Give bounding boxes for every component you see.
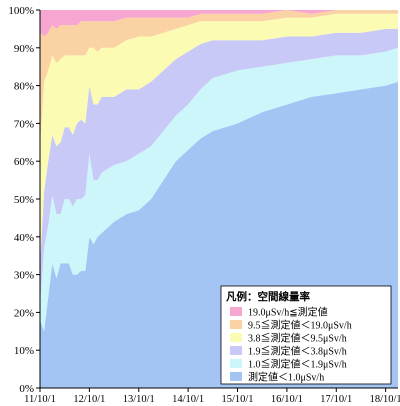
y-tick-label: 70% [14,118,34,130]
y-tick-label: 30% [14,270,34,282]
legend-label: 測定値＜1.0μSv/h [248,371,324,384]
legend-background [220,285,392,385]
area-series-1 [40,47,398,332]
y-tick-label: 20% [14,307,34,319]
x-tick-label: 16/10/1 [271,394,303,405]
legend-label: 9.5≦測定値＜19.0μSv/h [248,319,352,332]
legend-swatch [230,372,242,381]
legend-label: 19.0μSv/h≦測定値 [248,306,328,319]
area-series-2 [40,28,398,305]
x-tick-label: 15/10/1 [221,394,253,405]
area-series-3 [40,13,398,264]
y-axis-ticks: 0% 10% 20% 30% 40% 50% 60% 70% 80% 90% 100% [8,5,40,395]
legend: 凡例：空間線量率 19.0μSv/h≦測定値9.5≦測定値＜19.0μSv/h3… [220,285,392,385]
x-tick-label: 13/10/1 [123,394,155,405]
area-series-5 [40,10,398,37]
x-tick-label: 14/10/1 [172,394,204,405]
y-tick-label: 80% [14,81,34,93]
legend-label: 1.0≦測定値＜1.9μSv/h [248,358,347,371]
legend-items: 19.0μSv/h≦測定値9.5≦測定値＜19.0μSv/h3.8≦測定値＜9.… [230,306,352,384]
y-tick-label: 0% [19,383,34,395]
x-tick-label: 12/10/1 [73,394,105,405]
legend-swatch [230,359,242,368]
x-tick-label: 11/10/1 [24,394,56,405]
x-axis-ticks: 11/10/1 12/10/1 13/10/1 14/10/1 15/10/1 16/10… [24,388,400,405]
legend-label: 3.8≦測定値＜9.5μSv/h [248,332,347,345]
y-tick-label: 50% [14,194,34,206]
y-tick-label: 40% [14,232,34,244]
y-tick-label: 60% [14,156,34,168]
legend-title: 凡例：空間線量率 [226,290,310,303]
x-tick-label: 17/10/1 [320,394,352,405]
legend-swatch [230,333,242,342]
legend-swatch [230,320,242,329]
y-tick-label: 10% [14,345,34,357]
legend-label: 1.9≦測定値＜3.8μSv/h [248,345,347,358]
y-tick-label: 100% [8,5,34,17]
legend-swatch [230,346,242,355]
y-tick-label: 90% [14,43,34,55]
x-tick-label: 18/10/1 [370,394,400,405]
legend-swatch [230,307,242,316]
